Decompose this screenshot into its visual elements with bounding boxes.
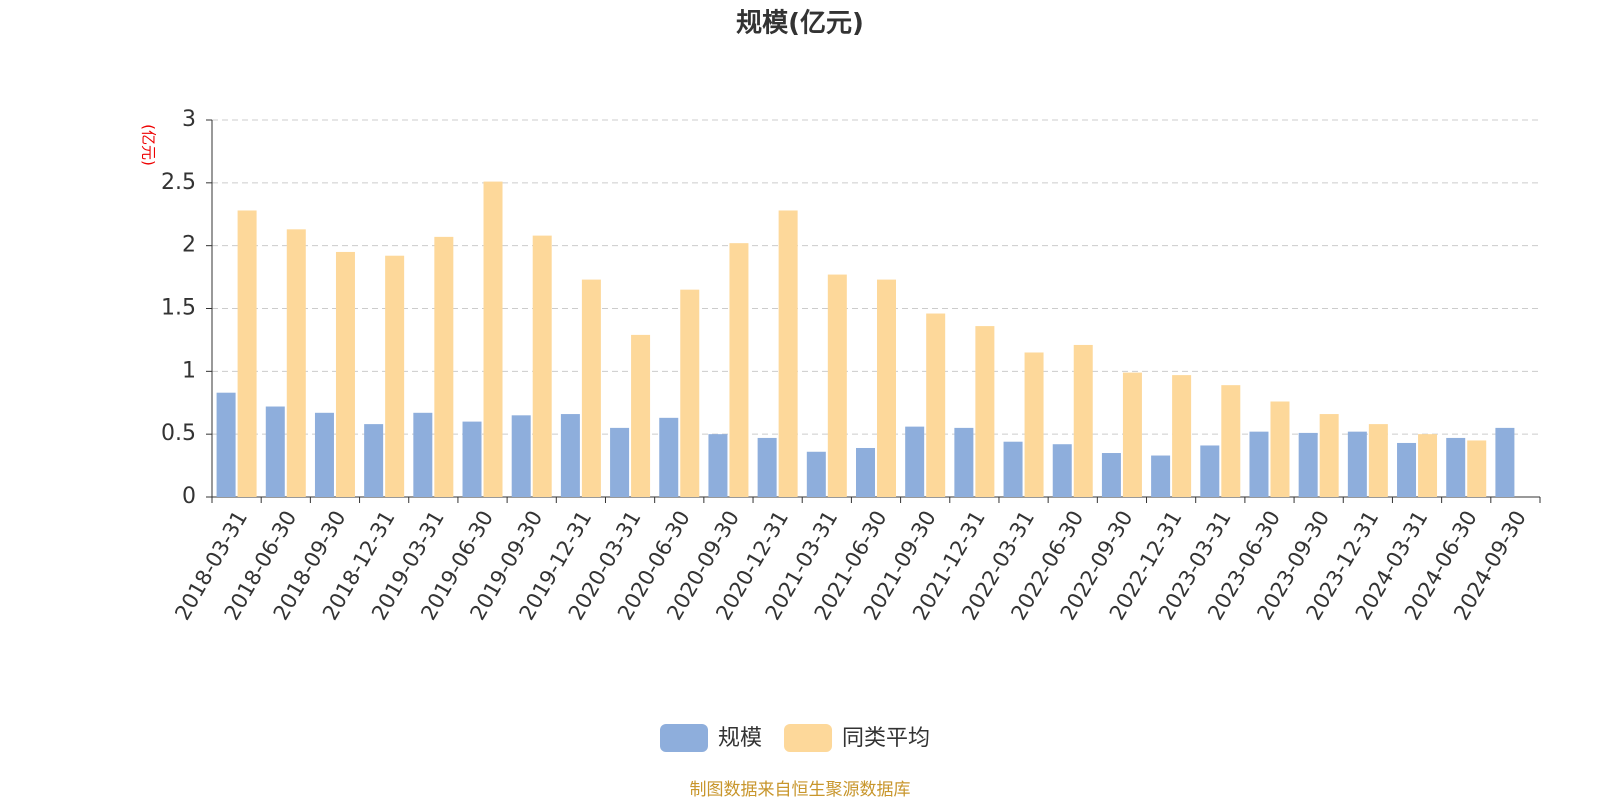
bar xyxy=(1200,445,1220,497)
bar xyxy=(905,426,925,497)
bar xyxy=(778,210,798,498)
bar xyxy=(680,289,700,497)
bar xyxy=(364,424,384,497)
bar xyxy=(335,251,355,497)
bar xyxy=(265,406,285,497)
bar xyxy=(954,427,974,497)
bar xyxy=(1052,444,1072,497)
bar xyxy=(1151,455,1171,497)
bar xyxy=(1024,352,1044,497)
bar xyxy=(1298,432,1318,497)
bar xyxy=(413,412,433,497)
bar xyxy=(462,421,482,497)
bar xyxy=(237,210,257,498)
bar xyxy=(532,235,552,497)
bar xyxy=(856,447,875,497)
bar xyxy=(1101,453,1121,497)
bar xyxy=(729,243,749,497)
legend-label: 同类平均 xyxy=(842,726,930,751)
bar xyxy=(1319,414,1339,497)
source-note: 制图数据来自恒生聚源数据库 xyxy=(690,780,911,800)
bar xyxy=(385,255,405,497)
bar xyxy=(827,274,847,497)
bar xyxy=(314,412,334,497)
y-tick-label: 1 xyxy=(182,358,196,383)
legend-label: 规模 xyxy=(718,726,762,751)
bar xyxy=(1397,442,1417,497)
y-axis-unit: (亿元) xyxy=(140,124,158,166)
legend-swatch xyxy=(660,724,708,752)
bar xyxy=(610,427,630,497)
bar xyxy=(1446,437,1466,497)
bar xyxy=(434,236,454,497)
bar xyxy=(1003,441,1023,497)
chart-title: 规模(亿元) xyxy=(736,9,864,39)
bar xyxy=(877,279,896,497)
bar xyxy=(1270,401,1290,497)
bar xyxy=(1172,375,1192,497)
bar xyxy=(1122,372,1142,497)
bar xyxy=(511,415,531,497)
y-tick-label: 0.5 xyxy=(161,421,196,446)
y-tick-label: 3 xyxy=(182,107,196,132)
bar xyxy=(975,326,995,497)
bar xyxy=(1347,431,1367,497)
y-tick-label: 2.5 xyxy=(161,170,196,195)
bar xyxy=(1073,344,1093,497)
bar xyxy=(708,434,728,497)
bar xyxy=(483,181,503,497)
bar xyxy=(216,392,236,497)
bar xyxy=(757,437,777,497)
bar xyxy=(1249,431,1269,497)
y-tick-label: 2 xyxy=(182,233,196,258)
bar xyxy=(560,414,580,497)
y-tick-label: 0 xyxy=(182,484,196,509)
bar xyxy=(659,417,679,497)
bar xyxy=(806,451,826,497)
bar xyxy=(926,313,946,497)
bar xyxy=(1418,434,1438,497)
bar xyxy=(1495,427,1515,497)
bar xyxy=(1467,440,1487,497)
bar xyxy=(631,334,651,497)
bar xyxy=(1368,424,1388,497)
y-tick-label: 1.5 xyxy=(161,296,196,321)
bar xyxy=(1221,385,1241,497)
legend-swatch xyxy=(784,724,833,752)
bar xyxy=(581,279,601,497)
bar xyxy=(286,229,306,497)
